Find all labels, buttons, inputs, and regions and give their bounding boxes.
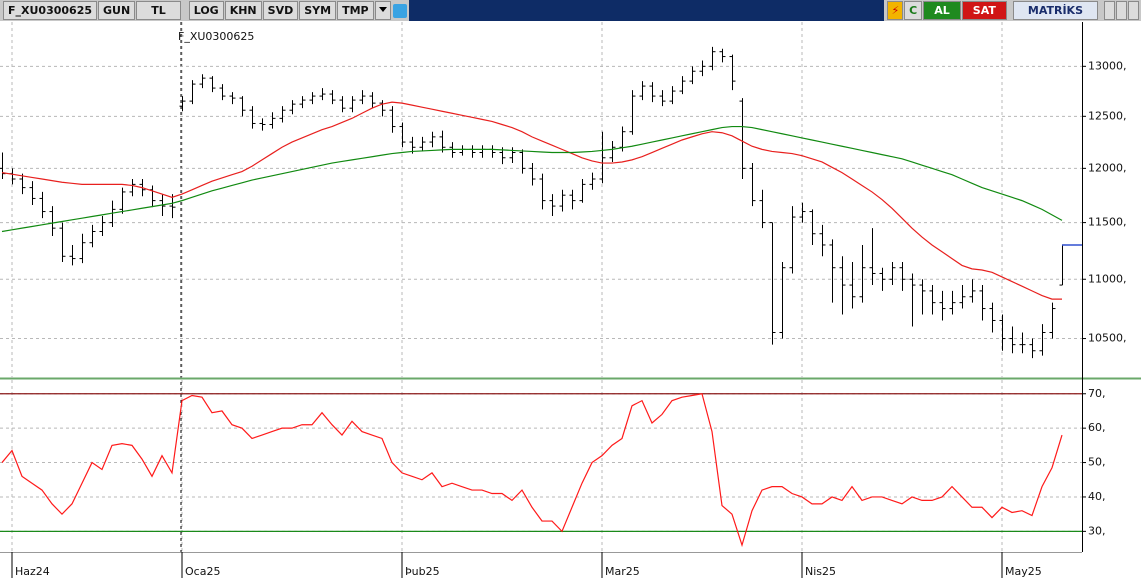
buy-button[interactable]: AL xyxy=(923,1,961,20)
minimize-button[interactable] xyxy=(1116,1,1127,20)
khn-button[interactable]: KHN xyxy=(224,1,262,20)
menu-button[interactable] xyxy=(1104,1,1115,20)
y-tick-label: 10500, xyxy=(1088,332,1127,345)
y-tick-label: 60, xyxy=(1088,421,1106,434)
x-tick-label: Nis25 xyxy=(805,565,836,578)
y-tick-label: 70, xyxy=(1088,387,1106,400)
toolbar-right: ⚡ C AL SAT MATRİKS xyxy=(884,0,1141,21)
dropdown-button[interactable] xyxy=(374,1,391,20)
svd-button[interactable]: SVD xyxy=(262,1,299,20)
moving-average xyxy=(1,125,1063,233)
x-tick-label: Haz24 xyxy=(15,565,50,578)
y-tick-label: 13000, xyxy=(1088,59,1127,72)
symbol-button[interactable]: F_XU0300625 xyxy=(3,1,98,20)
toolbar: F_XU0300625 GUN TL LOG KHN SVD SYM TMP ⚡… xyxy=(0,0,1141,21)
y-tick-label: 50, xyxy=(1088,456,1106,469)
c-button[interactable]: C xyxy=(904,1,923,20)
y-tick-label: 11000, xyxy=(1088,272,1127,285)
y-tick-label: 11500, xyxy=(1088,216,1127,229)
moving-average xyxy=(1,101,1062,300)
y-tick-label: 12500, xyxy=(1088,109,1127,122)
indicator-line xyxy=(1,393,1063,548)
alert-button[interactable]: ⚡ xyxy=(887,1,904,20)
maximize-button[interactable] xyxy=(1128,1,1139,20)
x-tick-label: May25 xyxy=(1005,565,1042,578)
y-tick-label: 40, xyxy=(1088,490,1106,503)
tmp-button[interactable]: TMP xyxy=(337,1,374,20)
y-tick-label: 30, xyxy=(1088,524,1106,537)
brand-label: MATRİKS xyxy=(1012,1,1098,20)
y-tick-label: 12000, xyxy=(1088,161,1127,174)
x-tick-label: Oca25 xyxy=(185,565,220,578)
sell-button[interactable]: SAT xyxy=(961,1,1007,20)
period-button[interactable]: GUN xyxy=(98,1,136,20)
x-tick-label: Þub25 xyxy=(405,565,440,578)
sym-button[interactable]: SYM xyxy=(299,1,337,20)
series-label: F_XU0300625 xyxy=(178,30,254,43)
currency-button[interactable]: TL xyxy=(136,1,181,20)
x-tick-label: Mar25 xyxy=(605,565,640,578)
toolbar-left: F_XU0300625 GUN TL LOG KHN SVD SYM TMP xyxy=(0,0,409,21)
twitter-button[interactable] xyxy=(392,3,407,18)
log-button[interactable]: LOG xyxy=(188,1,224,20)
dropdown-icon xyxy=(378,7,387,12)
